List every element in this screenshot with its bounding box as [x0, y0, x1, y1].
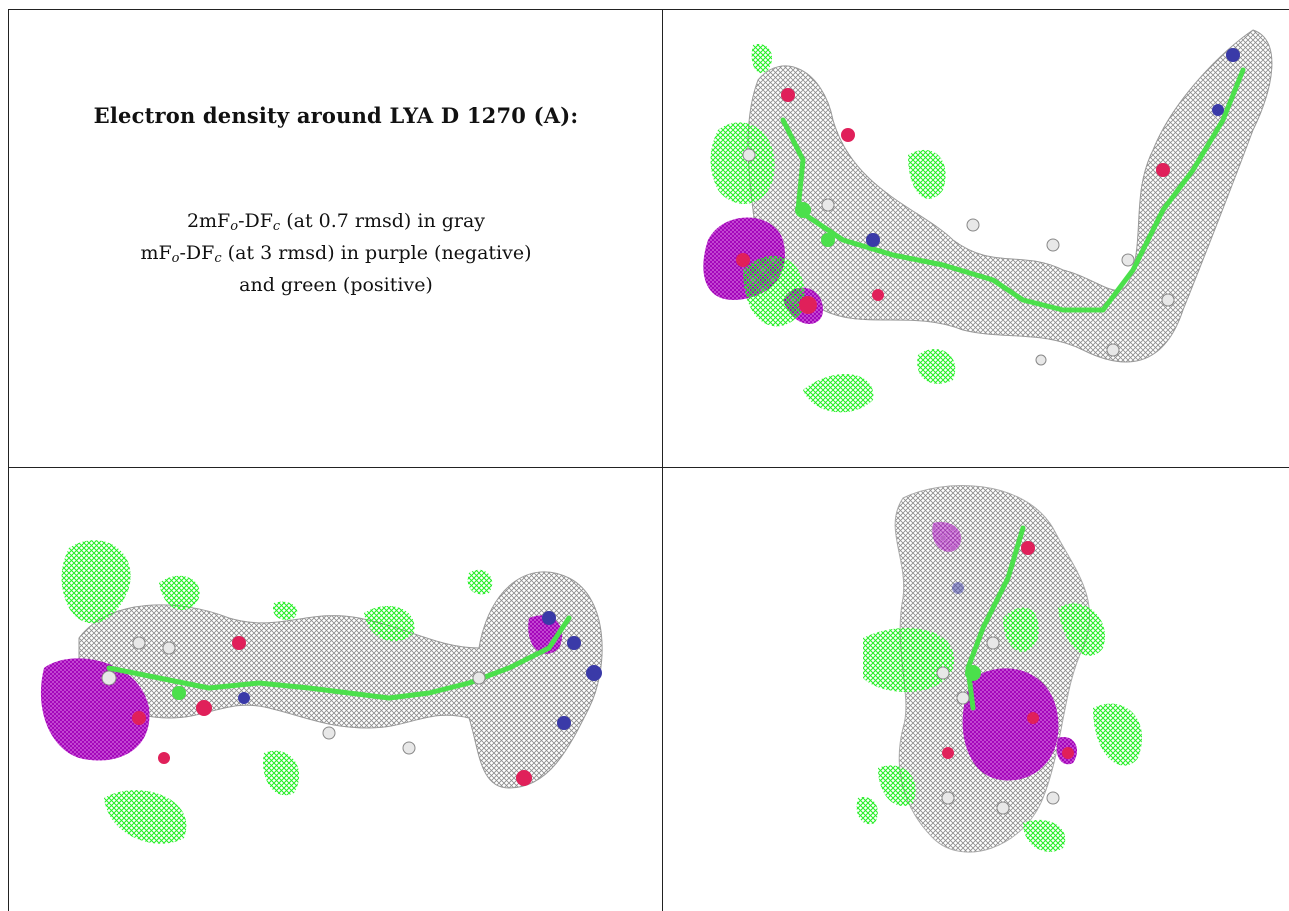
density-positive-mesh: [61, 540, 131, 624]
figure-table: Electron density around LYA D 1270 (A): …: [8, 9, 1289, 911]
density-negative-mesh: [40, 658, 150, 761]
page-title: Electron density around LYA D 1270 (A):: [93, 103, 579, 128]
legend-line-fofc: mFo-DFc (at 3 rmsd) in purple (negative): [140, 242, 532, 266]
table-middle-border: [8, 467, 1289, 468]
density-view-top-right: [663, 10, 1289, 467]
table-left-border: [8, 9, 9, 911]
legend-line-2fofc: 2mFo-DFc (at 0.7 rmsd) in gray: [186, 210, 486, 234]
hydrogen-atom: [742, 148, 756, 162]
table-top-border: [8, 9, 1289, 10]
density-map-view-3-icon: [856, 485, 1142, 853]
nitrogen-atom: [866, 233, 880, 247]
density-map-view-2-icon: [40, 540, 603, 844]
carbon-atom: [795, 202, 811, 218]
density-negative-mesh: [962, 668, 1059, 781]
caption-cell: Electron density around LYA D 1270 (A): …: [9, 10, 662, 467]
legend-line-positive: and green (positive): [239, 274, 433, 296]
density-2fofc-mesh: [78, 571, 603, 789]
density-positive-mesh: [863, 628, 955, 692]
density-view-bottom-right: [663, 468, 1289, 911]
density-positive-mesh: [710, 122, 775, 204]
legend-text: 2mFo-DFc (at 0.7 rmsd) in gray mFo-DFc (…: [9, 208, 662, 298]
nitrogen-atom: [238, 692, 250, 704]
density-view-bottom-left: [9, 468, 662, 911]
density-map-view-1-icon: [703, 29, 1273, 413]
density-2fofc-mesh: [747, 29, 1273, 363]
oxygen-atom: [781, 88, 795, 102]
table-center-divider: [662, 9, 663, 911]
